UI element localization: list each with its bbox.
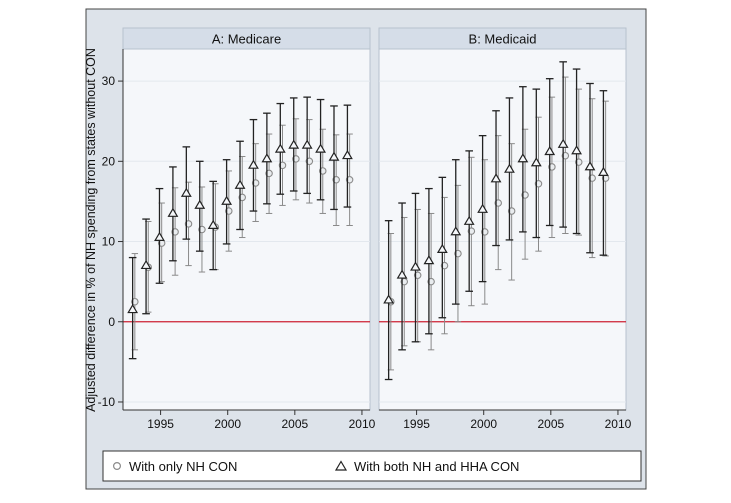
point-triangle	[477, 203, 489, 213]
x-tick-label: 1995	[147, 417, 174, 431]
point-triangle	[315, 143, 326, 153]
point-triangle	[180, 187, 192, 197]
x-axis: 1995 2000 2005 2010	[379, 409, 632, 431]
x-tick-label: 1995	[403, 417, 430, 431]
point-triangle	[544, 145, 556, 156]
legend-label-only-nh: With only NH CON	[129, 459, 237, 474]
legend-circle-marker	[112, 462, 121, 471]
y-tick-label: 30	[102, 74, 116, 88]
point-triangle	[127, 303, 139, 314]
point-triangle	[598, 166, 609, 176]
point-triangle	[288, 139, 300, 149]
x-tick-label: 2000	[214, 417, 241, 431]
point-triangle	[234, 179, 246, 189]
point-triangle	[328, 151, 340, 161]
point-triangle	[301, 139, 313, 149]
point-triangle	[584, 161, 596, 171]
x-tick-label: 2005	[281, 417, 308, 431]
point-triangle	[140, 259, 152, 270]
point-triangle	[167, 207, 179, 217]
x-tick-label: 2005	[537, 417, 564, 431]
point-triangle	[383, 294, 395, 304]
point-triangle	[517, 153, 529, 163]
data-marks	[383, 61, 610, 381]
legend-label-nh-and-hha: With both NH and HHA CON	[354, 459, 519, 474]
point-triangle	[423, 255, 435, 265]
point-triangle	[221, 195, 233, 205]
panel-medicare: A: Medicare 1995 2000 2005 2010	[122, 27, 376, 431]
point-triangle	[207, 219, 219, 229]
point-triangle	[248, 159, 259, 169]
point-triangle	[490, 173, 502, 183]
legend-triangle-marker	[334, 460, 348, 471]
y-axis-label: Adjusted difference in % of NH spending …	[84, 48, 98, 412]
point-triangle	[436, 243, 448, 254]
point-triangle	[463, 215, 475, 225]
y-axis: -10 0 10 20 30	[98, 49, 124, 410]
x-tick-label: 2010	[349, 417, 376, 431]
point-triangle	[410, 261, 421, 271]
point-triangle	[450, 226, 462, 236]
x-tick-label: 2010	[605, 417, 632, 431]
gridlines	[379, 80, 626, 403]
point-triangle	[571, 145, 582, 155]
point-triangle	[154, 231, 165, 241]
point-triangle	[261, 153, 273, 163]
plot-area	[378, 48, 627, 411]
point-triangle	[504, 163, 515, 173]
panel-title: B: Medicaid	[469, 32, 537, 47]
point-triangle	[396, 269, 408, 279]
legend-box	[102, 450, 642, 482]
y-tick-label: 10	[102, 235, 116, 249]
point-triangle	[530, 157, 542, 167]
point-triangle	[342, 149, 353, 160]
point-triangle	[274, 143, 286, 153]
point-triangle	[194, 199, 206, 209]
plot-area	[122, 48, 371, 411]
y-tick-label: 20	[102, 154, 116, 168]
point-triangle	[557, 138, 569, 148]
x-tick-label: 2000	[470, 417, 497, 431]
y-tick-label: 0	[108, 315, 115, 329]
data-marks	[127, 96, 354, 360]
panel-medicaid: B: Medicaid 1995 2000 2005 2010	[378, 27, 632, 431]
legend: With only NH CON With both NH and HHA CO…	[102, 450, 642, 482]
x-axis: 1995 2000 2005 2010	[123, 409, 376, 431]
panel-title: A: Medicare	[212, 32, 281, 47]
y-tick-label: -10	[98, 395, 116, 409]
